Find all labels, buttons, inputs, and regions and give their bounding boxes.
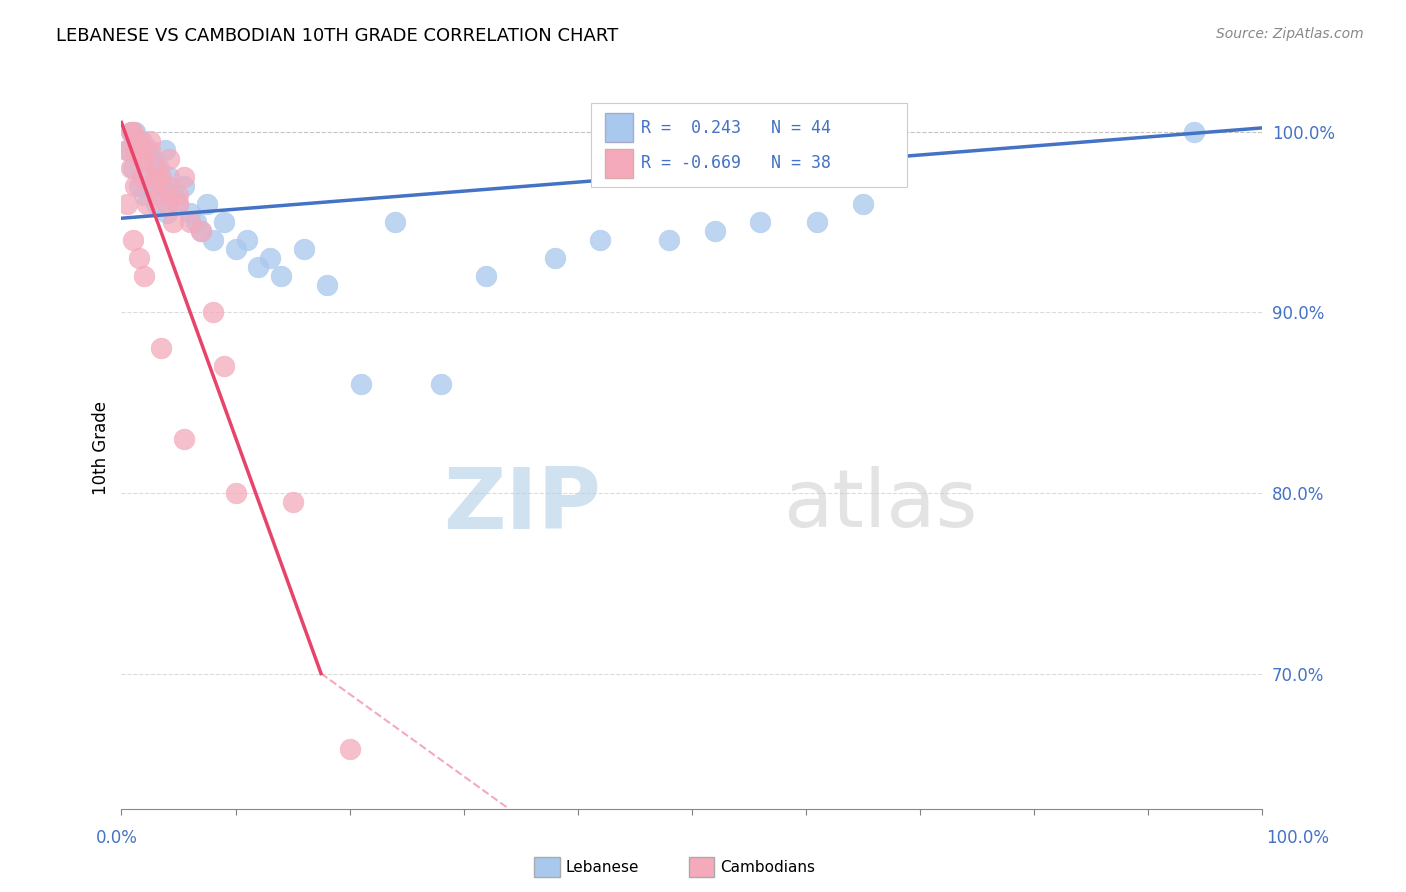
Point — [150, 341, 173, 355]
Point — [236, 233, 259, 247]
Point — [134, 268, 156, 283]
Point — [121, 124, 143, 138]
Point — [120, 124, 142, 138]
Point — [852, 196, 875, 211]
Point — [120, 124, 142, 138]
Point — [544, 251, 567, 265]
Point — [135, 196, 157, 211]
Point — [150, 169, 173, 184]
Point — [121, 161, 143, 175]
Text: 0.0%: 0.0% — [96, 829, 138, 847]
Point — [212, 215, 235, 229]
Point — [150, 178, 173, 193]
Point — [115, 143, 138, 157]
Point — [124, 178, 146, 193]
Point — [658, 233, 681, 247]
Point — [162, 187, 184, 202]
Y-axis label: 10th Grade: 10th Grade — [93, 401, 110, 495]
Point — [350, 377, 373, 392]
Point — [201, 305, 224, 319]
Point — [145, 169, 167, 184]
Point — [589, 233, 612, 247]
Point — [201, 233, 224, 247]
Point — [148, 187, 170, 202]
Point — [121, 233, 143, 247]
Point — [190, 224, 212, 238]
Point — [157, 169, 180, 184]
Point — [131, 169, 153, 184]
Text: Source: ZipAtlas.com: Source: ZipAtlas.com — [1216, 27, 1364, 41]
Point — [131, 152, 153, 166]
Point — [224, 242, 246, 256]
Text: R = -0.669   N = 38: R = -0.669 N = 38 — [641, 154, 831, 172]
Point — [139, 134, 162, 148]
Point — [703, 224, 725, 238]
Point — [1182, 124, 1205, 138]
Point — [167, 196, 190, 211]
Point — [115, 143, 138, 157]
Point — [190, 224, 212, 238]
Point — [139, 169, 162, 184]
Point — [167, 187, 190, 202]
Point — [156, 196, 179, 211]
Point — [134, 187, 156, 202]
Point — [162, 215, 184, 229]
Text: 100.0%: 100.0% — [1265, 829, 1329, 847]
Text: ZIP: ZIP — [443, 464, 600, 547]
Point — [292, 242, 315, 256]
Point — [339, 742, 361, 756]
Point — [153, 143, 176, 157]
Point — [120, 161, 142, 175]
Point — [281, 495, 304, 509]
Point — [167, 196, 190, 211]
Point — [134, 152, 156, 166]
Point — [224, 486, 246, 500]
Point — [179, 215, 201, 229]
Point — [156, 206, 179, 220]
Point — [124, 143, 146, 157]
Point — [259, 251, 281, 265]
Point — [430, 377, 453, 392]
Point — [142, 152, 165, 166]
Point — [128, 178, 150, 193]
Point — [131, 134, 153, 148]
Point — [124, 124, 146, 138]
Point — [184, 215, 207, 229]
Point — [806, 215, 828, 229]
Point — [247, 260, 270, 274]
Point — [212, 359, 235, 374]
Text: atlas: atlas — [783, 467, 977, 544]
Point — [173, 178, 195, 193]
Point — [195, 196, 218, 211]
Point — [270, 268, 292, 283]
Point — [139, 143, 162, 157]
Point — [315, 278, 337, 293]
Point — [142, 178, 165, 193]
Point — [749, 215, 772, 229]
Point — [135, 143, 157, 157]
Point — [475, 268, 498, 283]
Point — [128, 134, 150, 148]
Text: Lebanese: Lebanese — [565, 860, 638, 874]
Point — [157, 152, 180, 166]
Point — [115, 196, 138, 211]
Point — [173, 432, 195, 446]
Point — [173, 169, 195, 184]
Point — [145, 161, 167, 175]
Text: Cambodians: Cambodians — [720, 860, 815, 874]
Text: LEBANESE VS CAMBODIAN 10TH GRADE CORRELATION CHART: LEBANESE VS CAMBODIAN 10TH GRADE CORRELA… — [56, 27, 619, 45]
Text: R =  0.243   N = 44: R = 0.243 N = 44 — [641, 119, 831, 136]
Point — [156, 178, 179, 193]
Point — [179, 206, 201, 220]
Point — [128, 251, 150, 265]
Point — [384, 215, 406, 229]
Point — [148, 161, 170, 175]
Point — [145, 196, 167, 211]
